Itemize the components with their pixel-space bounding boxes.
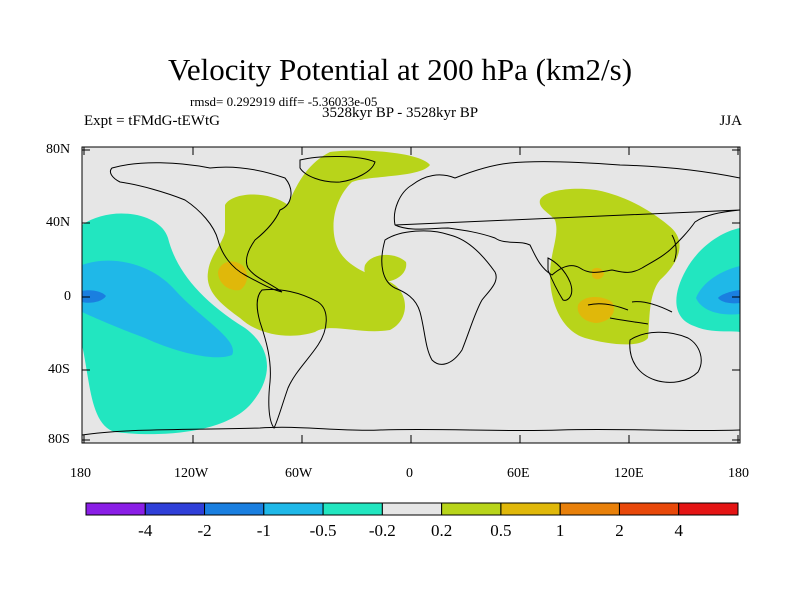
coast-greenland: [299, 155, 376, 183]
lon-tick-label: 60W: [285, 466, 313, 481]
period-label: 3528kyr BP - 3528kyr BP: [322, 105, 479, 121]
lon-tick-label: 0: [406, 466, 413, 481]
colorbar-label: 4: [674, 521, 683, 540]
coast-indonesia: [587, 301, 673, 325]
colorbar-swatch: [204, 502, 265, 516]
lon-tick-label: 180: [728, 466, 749, 481]
colorbar-label: -1: [257, 521, 271, 540]
lat-tick-label: 40N: [46, 215, 71, 230]
contour-pos-west-africa: [364, 254, 407, 282]
coast-australia: [629, 331, 702, 383]
colorbar-swatch: [85, 502, 146, 516]
contour-neg-strong-west-pacific: [718, 290, 740, 304]
lat-tick-label: 80S: [48, 432, 70, 447]
colorbar-swatch: [500, 502, 561, 516]
contour-neg-mid-east-pacific: [82, 260, 234, 358]
lon-tick-label: 120E: [614, 466, 644, 481]
lon-ticks: [83, 147, 739, 443]
colorbar-swatch: [263, 502, 324, 516]
colorbar-label: 0.2: [431, 521, 452, 540]
contour-pos-asia: [539, 188, 680, 345]
coast-japan: [671, 234, 677, 263]
lon-tick-label: 120W: [174, 466, 209, 481]
colorbar-swatch: [559, 502, 620, 516]
colorbar: -4 -2 -1 -0.5 -0.2 0.2 0.5 1 2 4: [85, 502, 739, 540]
coast-india: [547, 257, 573, 301]
contour-pos-mid-indochina: [592, 267, 604, 280]
coast-north-america: [109, 162, 292, 293]
colorbar-swatch: [618, 502, 680, 516]
colorbar-label: 0.5: [490, 521, 511, 540]
coast-south-america: [256, 289, 327, 429]
lon-tick-label: 60E: [507, 466, 530, 481]
colorbar-swatch: [678, 502, 739, 516]
stats-label: rmsd= 0.292919 diff= -5.36033e-05: [190, 94, 378, 109]
season-label: JJA: [719, 113, 742, 129]
colorbar-swatch: [322, 502, 383, 516]
coast-africa: [381, 230, 497, 365]
experiment-label: Expt = tFMdG-tEWtG: [84, 113, 220, 129]
contour-pos-mid-indonesia: [577, 296, 615, 323]
contour-neg-strong-east-pacific: [82, 290, 106, 303]
lat-ticks: [82, 149, 740, 441]
coastlines: [82, 155, 740, 436]
colorbar-label: -2: [197, 521, 211, 540]
map-title: Velocity Potential at 200 hPa (km2/s): [167, 52, 633, 87]
colorbar-label: 1: [556, 521, 565, 540]
colorbar-swatch: [381, 502, 443, 516]
colorbar-label: -0.2: [369, 521, 396, 540]
colorbar-label: -4: [138, 521, 153, 540]
colorbar-swatch: [144, 502, 206, 516]
colorbar-label: 2: [615, 521, 624, 540]
lat-tick-label: 40S: [48, 362, 70, 377]
coast-europe-asia: [393, 161, 740, 276]
colorbar-swatch: [441, 502, 502, 516]
lat-tick-label: 80N: [46, 142, 71, 157]
lon-tick-label: 180: [70, 466, 91, 481]
coast-antarctica: [82, 426, 740, 436]
lat-tick-label: 0: [64, 289, 71, 304]
colorbar-label: -0.5: [310, 521, 337, 540]
contour-pos-mid-central-america: [218, 261, 248, 291]
